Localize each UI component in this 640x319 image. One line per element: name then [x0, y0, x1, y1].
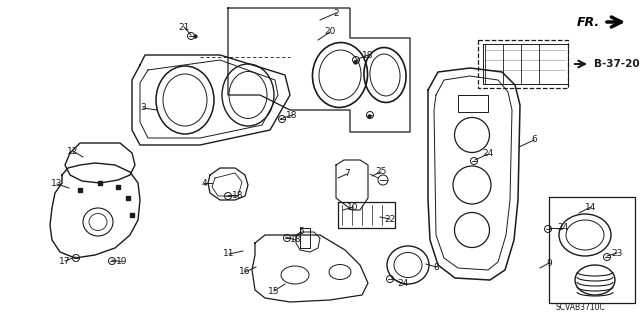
Text: 4: 4: [201, 179, 207, 188]
Text: B-37-20: B-37-20: [594, 59, 639, 69]
Text: 5: 5: [298, 227, 304, 236]
Text: 13: 13: [51, 180, 63, 189]
Text: 23: 23: [611, 249, 623, 257]
Text: 18: 18: [362, 50, 374, 60]
Text: 2: 2: [333, 9, 339, 18]
Text: 14: 14: [586, 203, 596, 211]
Text: 18: 18: [286, 110, 298, 120]
Text: 21: 21: [179, 23, 189, 32]
Text: 8: 8: [433, 263, 439, 271]
Text: 19: 19: [116, 257, 128, 266]
Text: 17: 17: [60, 256, 71, 265]
Text: 10: 10: [348, 203, 359, 211]
Text: SCVAB3710C: SCVAB3710C: [556, 302, 605, 311]
Text: 6: 6: [531, 136, 537, 145]
Text: 18: 18: [291, 235, 301, 244]
Bar: [478, 40, 568, 88]
Text: 24: 24: [483, 150, 493, 159]
Text: 15: 15: [268, 286, 280, 295]
Text: 16: 16: [239, 268, 251, 277]
Text: 9: 9: [546, 258, 552, 268]
Text: 12: 12: [67, 146, 79, 155]
Text: 7: 7: [344, 169, 350, 179]
Text: 24: 24: [397, 279, 408, 288]
Text: FR.: FR.: [577, 16, 600, 28]
Text: 18: 18: [232, 190, 244, 199]
Text: 22: 22: [385, 214, 396, 224]
Text: 20: 20: [324, 27, 336, 36]
Text: 24: 24: [557, 224, 568, 233]
Text: 3: 3: [140, 103, 146, 113]
Text: 25: 25: [375, 167, 387, 176]
Text: 11: 11: [223, 249, 235, 258]
